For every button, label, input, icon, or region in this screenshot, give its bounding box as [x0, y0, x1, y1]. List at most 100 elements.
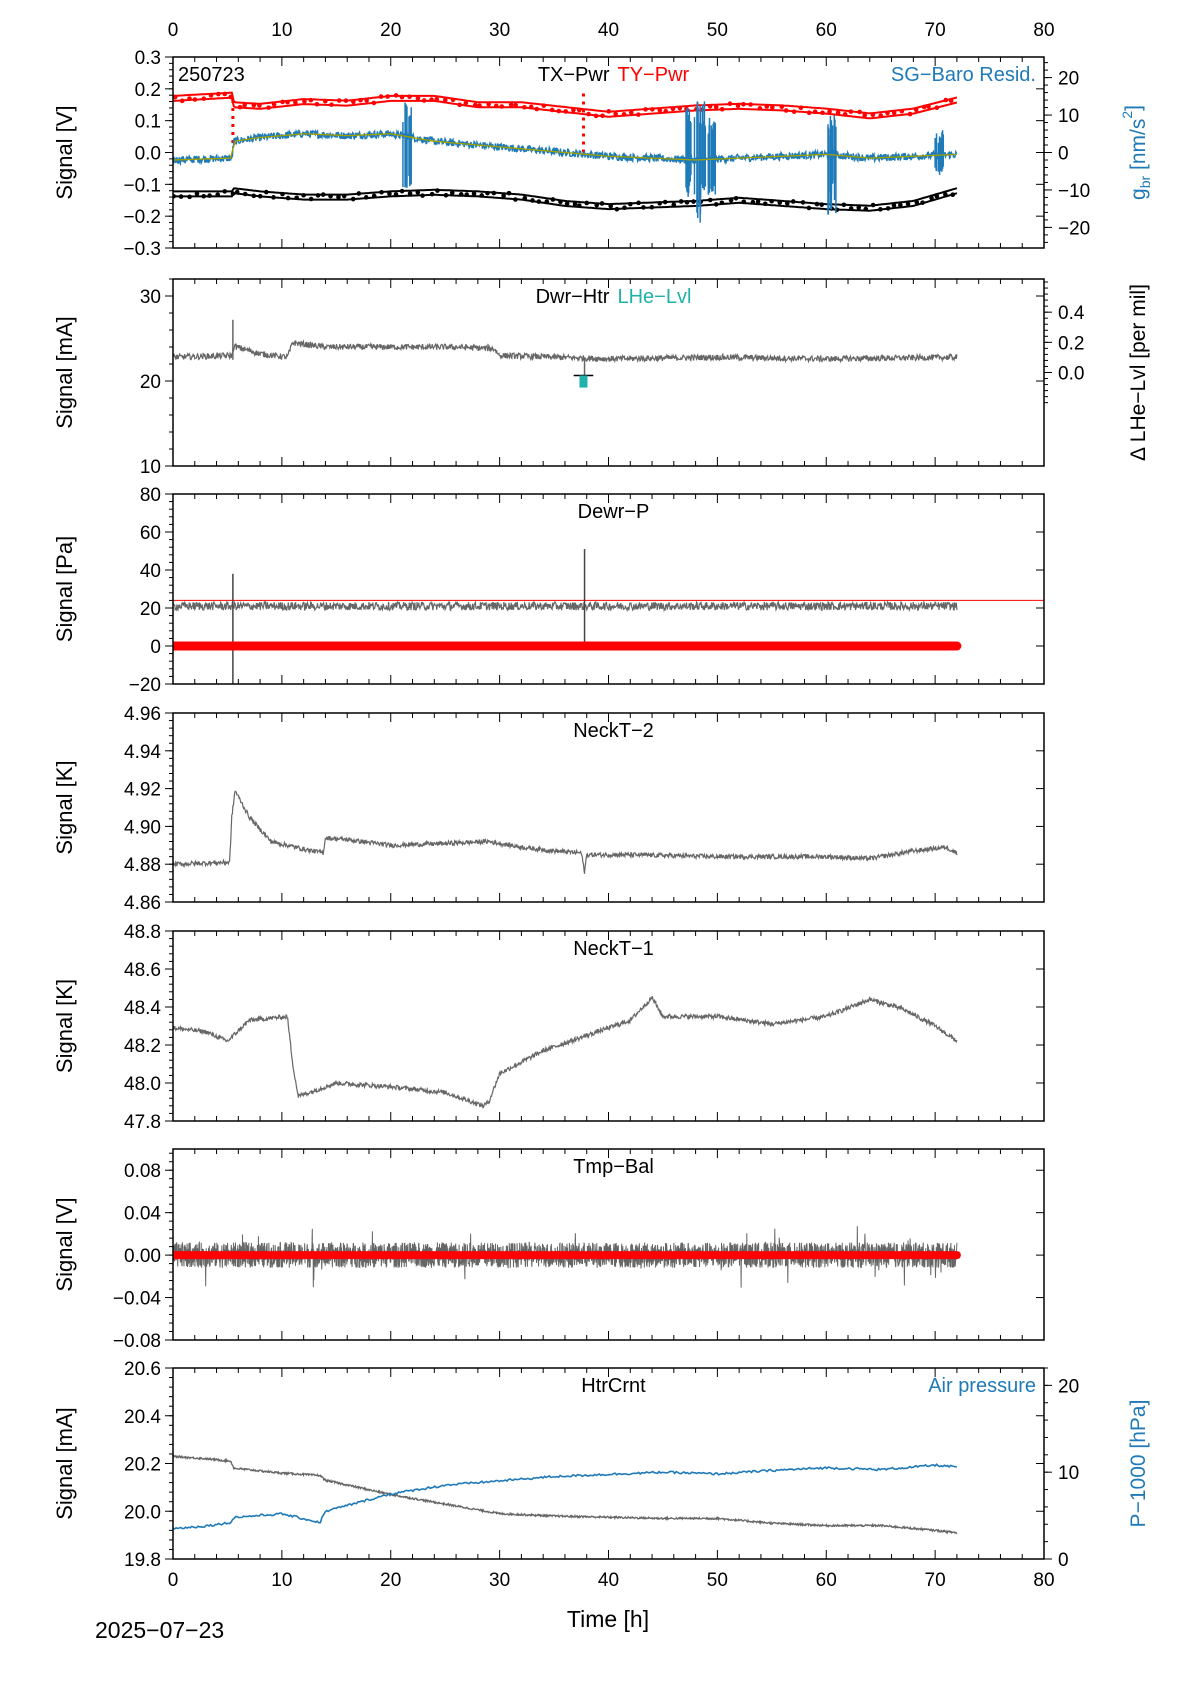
data-point [494, 103, 499, 109]
data-point [371, 100, 377, 106]
panel-title: NeckT−1 [573, 938, 654, 960]
panel-title: HtrCrnt [581, 1375, 646, 1397]
data-point [336, 194, 341, 200]
data-point [670, 106, 676, 112]
data-point [663, 108, 669, 114]
data-point [513, 102, 518, 108]
panel-date-stamp: 250723 [178, 64, 245, 86]
data-point [878, 207, 883, 212]
data-point [891, 203, 897, 208]
y2-tick-label: −10 [1058, 181, 1090, 202]
y-axis-label: Signal [mA] [52, 316, 77, 429]
y-tick-label: 48.2 [124, 1036, 161, 1057]
panel-title-part: Tmp−Bal [573, 1156, 654, 1178]
series-dwr-htr [173, 339, 958, 364]
data-point [707, 197, 713, 203]
data-point [814, 201, 820, 207]
data-point [762, 201, 768, 207]
data-point [628, 110, 634, 115]
y-tick-label: 4.86 [124, 893, 161, 914]
data-point [280, 99, 285, 105]
panel-tx: −0.3 −0.2 −0.1 0.0 0.1 0.2 0.3 −20 −10 0 10 20 gbr [… [52, 48, 1153, 260]
legend-entry: Air pressure [928, 1375, 1036, 1397]
data-point [385, 94, 390, 99]
data-point [914, 200, 920, 205]
data-point [320, 192, 326, 197]
data-point [600, 113, 605, 119]
data-point [662, 199, 668, 205]
data-point [614, 206, 620, 212]
y2-tick-label: 10 [1058, 1463, 1079, 1484]
data-point [234, 189, 240, 195]
data-point [506, 190, 512, 196]
data-point [449, 190, 455, 196]
panel-title: TX−Pwr TY−Pwr [538, 64, 690, 86]
data-point [841, 202, 847, 208]
data-point [393, 192, 399, 197]
data-point [593, 113, 599, 119]
data-point [429, 191, 435, 197]
data-point [364, 98, 369, 103]
data-point [791, 109, 797, 114]
x-tick-label-bottom: 50 [707, 1570, 728, 1591]
y2-tick-label: 0.4 [1058, 303, 1085, 324]
panel-neck1: 47.8 48.0 48.2 48.4 48.6 48.8 Signal [K] NeckT−… [52, 922, 1045, 1133]
data-point [486, 101, 491, 107]
panel-title-part: HtrCrnt [581, 1375, 646, 1397]
x-tick-label-top: 10 [271, 20, 292, 41]
data-point [399, 94, 405, 100]
y2-tick-label: −20 [1058, 218, 1090, 239]
data-point [750, 199, 756, 205]
y-tick-label: −0.1 [123, 175, 161, 196]
data-point [541, 103, 547, 108]
data-point [501, 193, 506, 199]
data-point [641, 205, 646, 210]
panel-dwr: 10 20 30 0.0 0.2 0.4 Δ LHe−Lvl [per mil] Signal… [52, 278, 1150, 478]
data-point [719, 200, 725, 206]
y2-label-part: br [1137, 176, 1153, 189]
data-point [251, 193, 257, 199]
data-point [477, 103, 482, 108]
data-point [457, 102, 462, 108]
y-tick-label: 4.94 [124, 742, 161, 763]
data-point [315, 193, 321, 198]
data-point [463, 100, 469, 106]
plot-area-neck1 [173, 996, 958, 1109]
data-point [415, 190, 421, 195]
data-point [207, 193, 212, 198]
y-tick-label: 0.04 [124, 1204, 161, 1225]
y-tick-label: 20.2 [124, 1455, 161, 1476]
data-point [863, 206, 869, 212]
y-tick-label: 48.0 [124, 1074, 161, 1095]
x-axis-label: Time [h] [567, 1606, 649, 1632]
series-neckt-2 [173, 790, 958, 874]
panel-title-part: LHe−Lvl [617, 286, 691, 308]
data-point [636, 200, 641, 206]
data-point [764, 104, 770, 109]
data-point [899, 108, 905, 114]
data-point [257, 103, 262, 108]
data-point [230, 191, 236, 196]
y-tick-label: 4.92 [124, 780, 161, 801]
data-point [508, 102, 514, 108]
data-point [628, 201, 633, 207]
data-point [329, 102, 334, 107]
data-point [544, 199, 550, 204]
panel-title-part: TX−Pwr [538, 64, 610, 86]
data-point [264, 189, 269, 195]
data-point [779, 104, 785, 110]
data-point [657, 107, 663, 113]
data-point [201, 193, 206, 199]
x-tick-label-top: 50 [707, 20, 728, 41]
data-point [719, 106, 725, 112]
data-point [350, 196, 356, 202]
data-point [650, 107, 655, 112]
panel-title: Dwr−Htr LHe−Lvl [536, 286, 692, 308]
data-point [302, 99, 307, 104]
data-point [842, 111, 848, 117]
data-point [577, 203, 582, 208]
data-point [336, 98, 342, 103]
data-point [777, 200, 783, 205]
legend-entry: SG−Baro Resid. [891, 64, 1036, 86]
data-point [266, 105, 271, 110]
